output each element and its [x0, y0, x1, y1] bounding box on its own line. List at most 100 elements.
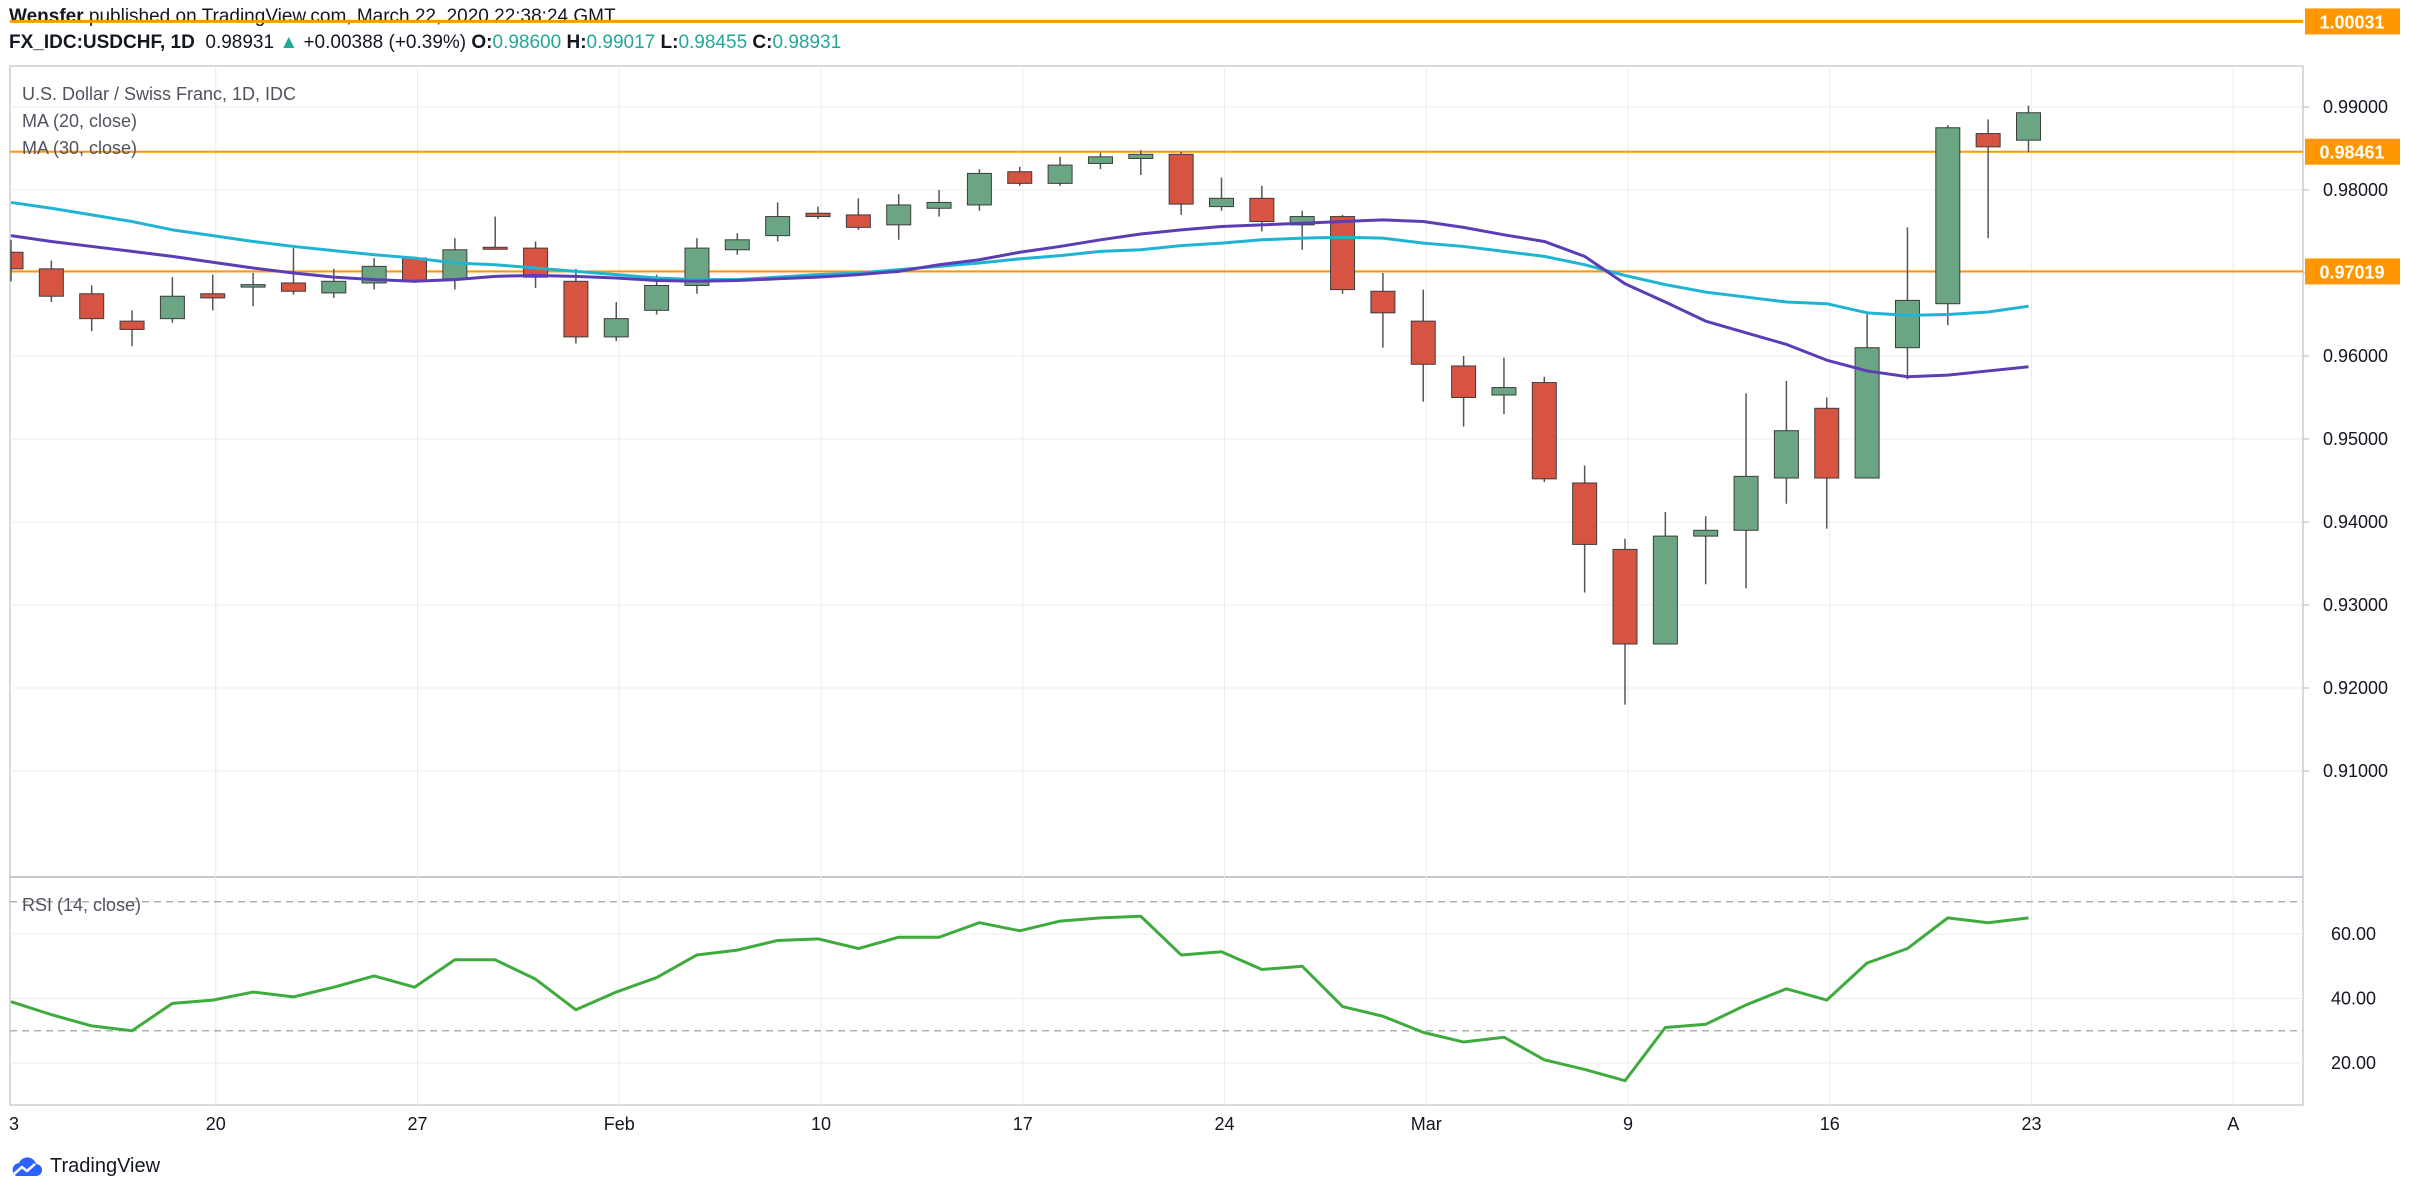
rsi-tick-label: 20.00: [2331, 1053, 2376, 1073]
close-label: C:: [752, 32, 773, 53]
candle-body-up: [1289, 216, 1315, 226]
candle: [523, 241, 549, 288]
candle-body-down: [38, 268, 64, 297]
candle-body-up: [724, 239, 750, 251]
candle-body-down: [563, 280, 589, 338]
candle-body-up: [1047, 164, 1073, 184]
candle: [1612, 538, 1638, 705]
last-price: 0.98931: [205, 32, 275, 53]
candle-body-down: [1572, 482, 1598, 545]
level-price-label: 0.98461: [2319, 143, 2384, 163]
candle-body-down: [482, 246, 508, 250]
candle-body-down: [10, 251, 24, 270]
candle: [1451, 356, 1477, 427]
candle-body-down: [1451, 365, 1477, 398]
candle-body-down: [845, 214, 871, 228]
candle: [482, 216, 508, 250]
candle: [886, 194, 912, 240]
candle: [805, 206, 831, 220]
x-tick-label: 27: [407, 1114, 427, 1134]
candle: [2016, 105, 2041, 153]
ma20-line: [10, 200, 2029, 317]
candle-body-up: [644, 284, 670, 311]
candle-body-up: [886, 204, 912, 226]
x-tick-label: 24: [1214, 1114, 1234, 1134]
indicator-legend[interactable]: MA (20, close): [22, 111, 137, 131]
tradingview-brand: TradingView: [50, 1155, 161, 1177]
candle-body-down: [1531, 382, 1557, 480]
candle-body-up: [1652, 535, 1678, 645]
close-value: 0.98931: [772, 32, 842, 53]
candle-body-down: [402, 257, 427, 282]
candle: [1693, 516, 1719, 585]
candle: [200, 274, 226, 311]
price-tick-label: 0.99000: [2323, 97, 2388, 117]
candle: [724, 233, 750, 255]
indicator-legend[interactable]: MA (30, close): [22, 138, 137, 158]
candle-body-down: [1370, 290, 1396, 314]
candle-body-up: [1209, 197, 1234, 208]
candle: [1975, 119, 2001, 239]
candle-body-down: [805, 212, 831, 218]
candle-body-up: [1733, 475, 1759, 531]
x-tick-label: 10: [811, 1114, 831, 1134]
candle: [1330, 214, 1356, 294]
candle-body-down: [1330, 216, 1356, 291]
x-tick-label: Mar: [1411, 1114, 1442, 1134]
candle-body-up: [240, 284, 266, 288]
candle-body-up: [321, 280, 347, 294]
open-value: 0.98600: [492, 32, 562, 53]
price-tick-label: 0.94000: [2323, 512, 2388, 532]
candle: [1572, 465, 1598, 593]
candle: [684, 238, 710, 294]
candle-body-down: [523, 247, 549, 278]
candle-body-down: [280, 282, 306, 292]
rsi-legend[interactable]: RSI (14, close): [22, 895, 141, 915]
candle-body-down: [1975, 133, 2001, 148]
candle: [280, 248, 306, 295]
candle-body-down: [1007, 171, 1033, 184]
candle: [1289, 210, 1315, 250]
level-price-tag: [2305, 8, 2400, 35]
candle: [1733, 393, 1759, 589]
candle-body-up: [765, 216, 791, 237]
tradingview-footer[interactable]: TradingView: [8, 1155, 160, 1178]
x-tick-label: 17: [1013, 1114, 1033, 1134]
candle-body-up: [1087, 156, 1113, 164]
x-tick-label: 9: [1623, 1114, 1633, 1134]
candle: [159, 277, 185, 323]
candle: [119, 310, 145, 347]
symbol-name[interactable]: FX_IDC:USDCHF, 1D: [9, 32, 195, 53]
ma30-line: [10, 218, 2029, 379]
candle-body-up: [1773, 430, 1799, 479]
candle: [1531, 376, 1557, 483]
x-tick-label: 20: [206, 1114, 226, 1134]
x-tick-label: 3: [9, 1114, 19, 1134]
candle: [845, 198, 871, 230]
candle: [38, 260, 64, 303]
candle: [1935, 125, 1961, 326]
candle-body-down: [1410, 320, 1436, 365]
price-tick-label: 0.95000: [2323, 429, 2388, 449]
candle-body-up: [603, 318, 629, 338]
candle-body-up: [1935, 127, 1961, 305]
candle-body-up: [2016, 112, 2041, 141]
candle: [563, 268, 589, 344]
open-label: O:: [471, 32, 493, 53]
low-value: 0.98455: [678, 32, 748, 53]
price-tick-label: 0.93000: [2323, 595, 2388, 615]
candle: [321, 268, 347, 298]
tradingview-cloud-icon: [12, 1156, 42, 1176]
candle-body-up: [159, 295, 185, 320]
chart-title[interactable]: U.S. Dollar / Swiss Franc, 1D, IDC: [22, 84, 296, 104]
price-tick-label: 0.92000: [2323, 678, 2388, 698]
candle-body-up: [1491, 387, 1517, 396]
candle: [966, 169, 992, 211]
x-tick-label: 16: [1820, 1114, 1840, 1134]
candle-body-down: [1814, 407, 1840, 479]
rsi-tick-label: 60.00: [2331, 924, 2376, 944]
x-tick-label: 23: [2021, 1114, 2041, 1134]
candle: [1370, 273, 1396, 348]
symbol-info-bar: FX_IDC:USDCHF, 1D 0.98931 ▲ +0.00388 (+0…: [9, 32, 841, 54]
